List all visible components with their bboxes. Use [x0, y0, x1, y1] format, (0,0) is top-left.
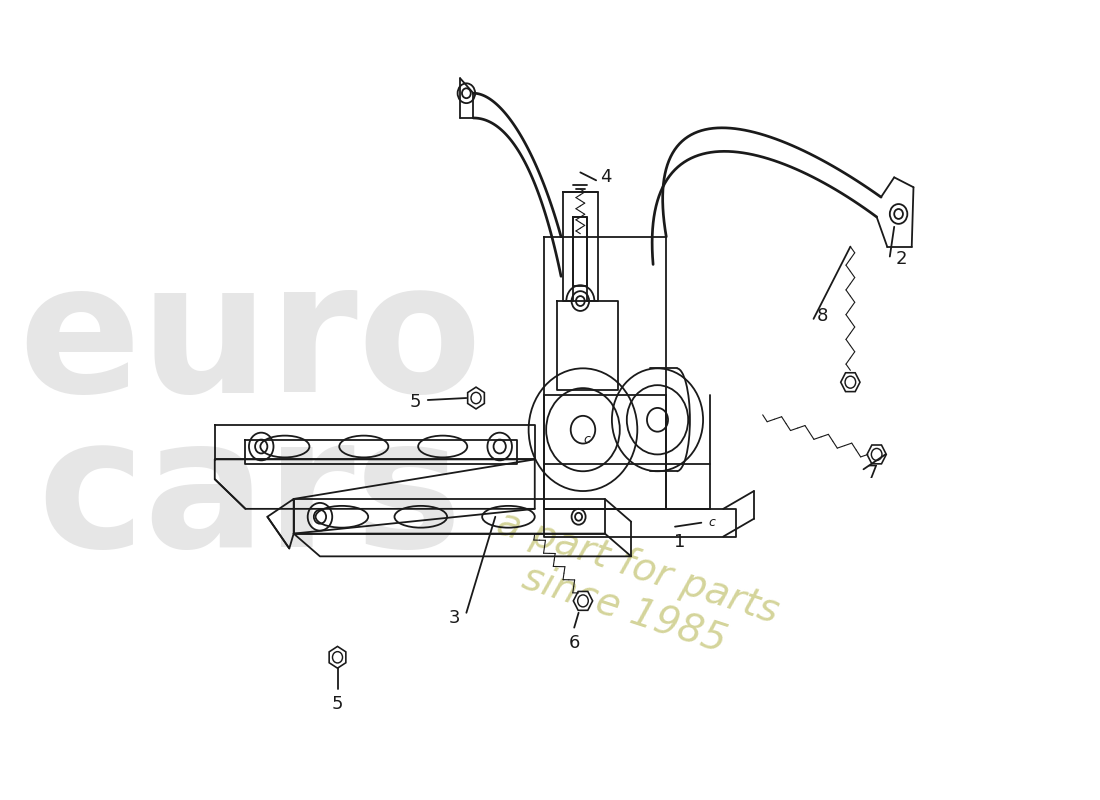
Text: 1: 1 [673, 533, 685, 550]
Text: c: c [584, 433, 591, 446]
Polygon shape [867, 445, 887, 464]
Polygon shape [329, 646, 345, 668]
Text: 5: 5 [409, 393, 421, 411]
Text: 4: 4 [601, 168, 612, 186]
Polygon shape [840, 373, 860, 392]
Text: euro
cars: euro cars [18, 254, 482, 586]
Text: 7: 7 [866, 464, 878, 482]
Polygon shape [573, 591, 593, 610]
Text: c: c [708, 516, 715, 530]
Text: 6: 6 [569, 634, 580, 651]
Text: 8: 8 [817, 307, 828, 325]
Text: 2: 2 [895, 250, 908, 269]
Polygon shape [468, 387, 484, 409]
Text: a part for parts
since 1985: a part for parts since 1985 [478, 503, 783, 673]
Text: 3: 3 [449, 609, 460, 626]
Text: 5: 5 [332, 695, 343, 713]
